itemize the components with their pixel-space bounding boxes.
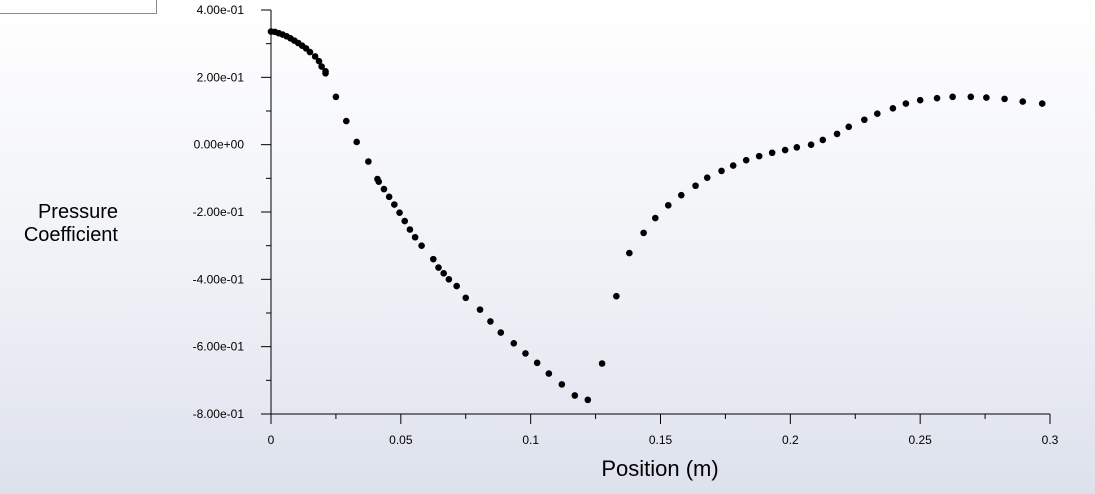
data-point (1038, 100, 1046, 107)
data-point (533, 359, 541, 367)
axes: 4.00e-01 2.00e-01 0.00e+00 -2.00e-01 -4.00e-… (193, 3, 1059, 447)
x-tick-label: 0.1 (522, 433, 539, 447)
data-point (729, 162, 737, 169)
y-tick-label: -4.00e-01 (193, 272, 245, 286)
data-point (311, 53, 319, 60)
data-point (375, 178, 383, 185)
data-point (462, 294, 470, 302)
data-point (453, 282, 460, 290)
data-point (793, 144, 801, 151)
data-point (322, 69, 329, 77)
data-point (332, 93, 340, 101)
data-point (889, 105, 897, 112)
data-points (267, 28, 1046, 404)
data-point (571, 392, 579, 399)
data-point (916, 96, 924, 104)
y-axis-label: Pressure Coefficient (0, 201, 118, 247)
data-point (819, 136, 827, 144)
data-point (949, 93, 956, 101)
data-point (510, 340, 518, 347)
data-point (933, 94, 941, 102)
x-tick-label: 0.3 (1042, 433, 1059, 447)
x-tick-label: 0.05 (389, 433, 413, 447)
data-point (396, 209, 403, 216)
data-point (476, 306, 484, 313)
data-point (487, 318, 494, 325)
data-point (768, 149, 776, 157)
data-point (692, 182, 699, 190)
data-point (640, 229, 647, 237)
data-point (652, 214, 659, 222)
data-point (315, 57, 323, 65)
data-point (558, 381, 566, 388)
data-point (522, 350, 529, 357)
data-point (742, 156, 750, 164)
data-point (677, 191, 685, 199)
x-tick-label: 0.15 (649, 433, 673, 447)
data-point (807, 141, 815, 148)
data-point (861, 116, 868, 124)
data-point (1001, 95, 1008, 103)
data-point (664, 201, 672, 209)
data-point (353, 138, 360, 146)
y-axis-label-line-1: Pressure (37, 201, 118, 223)
data-point (902, 100, 910, 107)
data-point (983, 94, 990, 101)
y-tick-label: -2.00e-01 (193, 205, 245, 219)
data-point (626, 249, 633, 257)
data-point (833, 130, 841, 138)
data-point (703, 174, 711, 181)
data-point (845, 123, 853, 131)
data-point (497, 329, 505, 336)
y-tick-label: 0.00e+00 (194, 138, 245, 152)
y-tick-label: 4.00e-01 (197, 3, 245, 17)
y-axis-label-line-2: Coefficient (23, 224, 118, 246)
data-point (874, 110, 881, 117)
data-point (406, 226, 414, 233)
data-point (440, 269, 447, 277)
x-tick-label: 0.2 (782, 433, 799, 447)
data-point (418, 242, 425, 249)
legend-box (0, 0, 157, 14)
data-point (967, 93, 975, 101)
data-point (429, 255, 437, 263)
data-point (435, 264, 442, 271)
y-tick-label: -8.00e-01 (193, 407, 245, 421)
y-tick-label: 2.00e-01 (197, 70, 245, 84)
data-point (380, 185, 388, 193)
data-point (391, 201, 398, 208)
x-axis-label: Position (m) (601, 456, 719, 481)
data-point (401, 217, 409, 225)
data-point (613, 292, 620, 300)
data-point (584, 396, 592, 404)
data-point (306, 48, 314, 56)
data-point (385, 193, 393, 201)
data-point (318, 63, 325, 70)
data-point (545, 370, 553, 377)
x-tick-label: 0.25 (908, 433, 932, 447)
data-point (365, 158, 372, 165)
x-tick-label: 0 (268, 433, 275, 447)
data-point (598, 360, 606, 367)
data-point (755, 152, 763, 160)
data-point (781, 146, 789, 154)
data-point (1019, 98, 1027, 105)
data-point (343, 117, 350, 125)
data-point (445, 276, 453, 283)
data-point (411, 233, 419, 241)
y-tick-label: -6.00e-01 (193, 340, 245, 354)
data-point (718, 167, 725, 175)
